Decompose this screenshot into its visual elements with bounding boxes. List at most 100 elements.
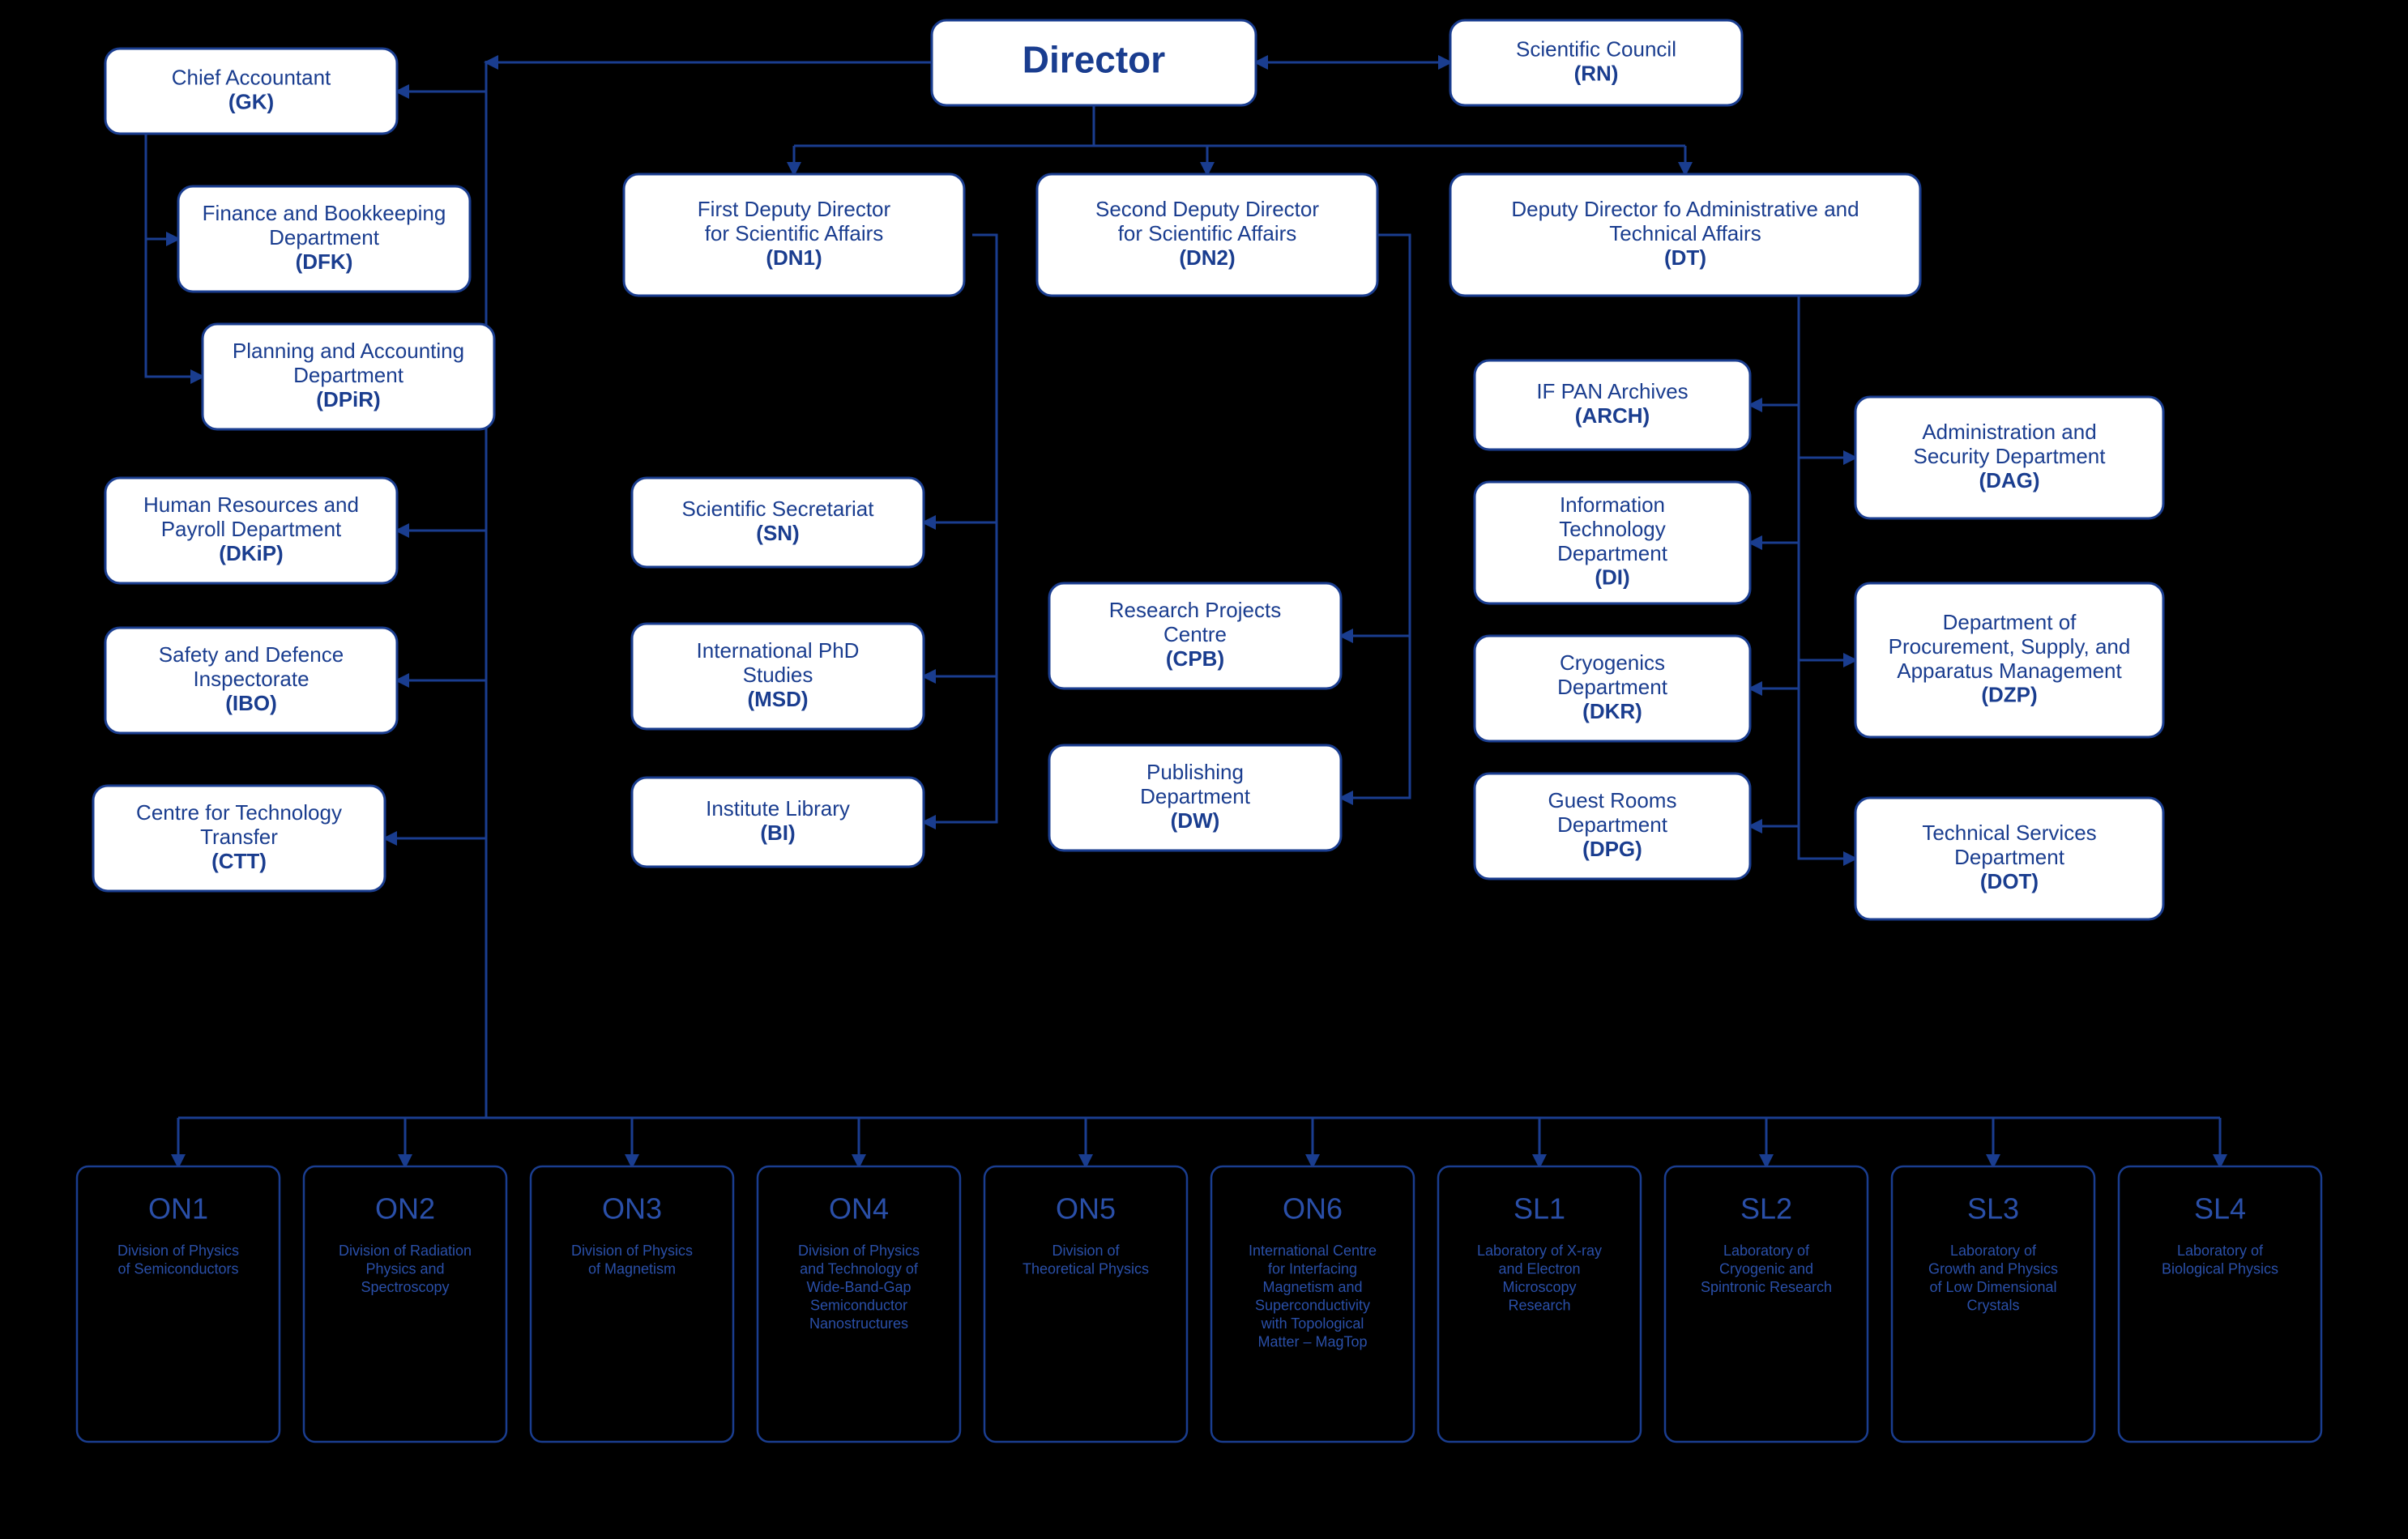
node-code: (DZP) <box>1981 683 2037 707</box>
dark-node-title: Microscopy <box>1502 1279 1576 1295</box>
node-title: First Deputy Director <box>698 197 891 221</box>
node-title: Transfer <box>200 825 278 849</box>
dark-node-on6: ON6 International Centrefor Interfacing Ma… <box>1211 1166 1414 1442</box>
dark-node-title: Physics and <box>365 1260 444 1277</box>
edge <box>385 680 486 838</box>
node-title: Planning and Accounting <box>233 339 464 363</box>
node-title: Department <box>269 225 380 249</box>
node-dkr: CryogenicsDepartment(DKR) <box>1475 636 1750 741</box>
dark-node-code: ON4 <box>829 1192 889 1226</box>
node-title: Information <box>1560 492 1665 517</box>
node-title: Technical Services <box>1922 821 2096 845</box>
dark-node-sl1: SL1Laboratory of X-rayand ElectronMicros… <box>1438 1166 1641 1442</box>
dark-node-title: Nanostructures <box>809 1315 908 1332</box>
dark-node-sl2: SL2Laboratory ofCryogenic andSpintronic … <box>1665 1166 1868 1442</box>
dark-node-title: Spintronic Research <box>1701 1279 1832 1295</box>
node-title: for Scientific Affairs <box>705 221 884 245</box>
node-dag: Administration andSecurity Department(DA… <box>1855 397 2163 518</box>
dark-node-title: Laboratory of X-ray <box>1477 1243 1602 1259</box>
node-bi: Institute Library(BI) <box>632 778 924 867</box>
dark-node-code: ON2 <box>375 1192 435 1226</box>
dark-node-title: Laboratory of <box>1723 1243 1810 1259</box>
node-cpb: Research ProjectsCentre(CPB) <box>1049 583 1341 688</box>
node-title: Department <box>1954 845 2065 869</box>
node-title: Finance and Bookkeeping <box>203 201 446 225</box>
node-title: Payroll Department <box>161 517 342 541</box>
dark-node-title: Division of Physics <box>571 1243 693 1259</box>
dark-node-title: for Interfacing <box>1268 1260 1357 1277</box>
dark-node-title: of Semiconductors <box>117 1260 238 1277</box>
dark-node-on2: ON2Division of RadiationPhysics andSpect… <box>304 1166 506 1442</box>
dark-node-code: SL3 <box>1967 1192 2019 1226</box>
node-code: (SN) <box>756 521 799 545</box>
dark-node-code: ON6 <box>1283 1192 1343 1226</box>
node-code: (DPG) <box>1582 837 1642 861</box>
node-title: Human Resources and <box>143 492 359 517</box>
node-dw: PublishingDepartment(DW) <box>1049 745 1341 850</box>
dark-node-code: ON5 <box>1056 1192 1116 1226</box>
dark-node-on5: ON5Division ofTheoretical Physics <box>984 1166 1187 1442</box>
dark-node-on1: ON1 Division of Physicsof Semiconductors <box>77 1166 280 1442</box>
node-title: Technical Affairs <box>1609 221 1761 245</box>
node-dfk: Finance and BookkeepingDepartment(DFK) <box>178 186 470 292</box>
node-code: (BI) <box>760 821 795 845</box>
dark-node-title: of Low Dimensional <box>1929 1279 2056 1295</box>
node-dot: Technical ServicesDepartment(DOT) <box>1855 798 2163 919</box>
edge <box>397 92 486 531</box>
node-title: Studies <box>743 663 813 687</box>
edge <box>1750 688 1799 826</box>
node-code: (RN) <box>1574 61 1619 85</box>
node-title: Department <box>1557 812 1668 837</box>
node-code: (CPB) <box>1166 646 1224 671</box>
node-title: Centre for Technology <box>136 800 342 825</box>
node-title: Guest Rooms <box>1548 788 1677 812</box>
node-rn: Scientific Council(RN) <box>1450 20 1742 105</box>
dark-node-title: Growth and Physics <box>1928 1260 2058 1277</box>
dark-node-title: International Centre <box>1249 1243 1377 1259</box>
dark-node-title: Magnetism and <box>1262 1279 1362 1295</box>
dark-node-title: Superconductivity <box>1255 1297 1370 1313</box>
node-title: Administration and <box>1922 420 2096 444</box>
node-dn1: First Deputy Directorfor Scientific Affa… <box>624 174 964 296</box>
node-code: (DT) <box>1664 245 1706 270</box>
node-code: (ARCH) <box>1575 403 1650 428</box>
node-title: Second Deputy Director <box>1095 197 1319 221</box>
node-dkip: Human Resources andPayroll Department(DK… <box>105 478 397 583</box>
dark-node-title: Division of Physics <box>798 1243 920 1259</box>
node-di: InformationTechnologyDepartment(DI) <box>1475 482 1750 603</box>
node-ctt: Centre for TechnologyTransfer(CTT) <box>93 786 385 891</box>
node-code: (DKiP) <box>219 541 283 565</box>
node-dt: Deputy Director fo Administrative andTec… <box>1450 174 1920 296</box>
node-title: Procurement, Supply, and <box>1889 634 2131 659</box>
dark-node-code: ON1 <box>148 1192 208 1226</box>
dark-node-title: Matter – MagTop <box>1257 1333 1367 1349</box>
dark-node-code: SL4 <box>2194 1192 2246 1226</box>
node-msd: International PhDStudies(MSD) <box>632 624 924 729</box>
node-title: Security Department <box>1914 444 2107 468</box>
node-code: (GK) <box>228 89 274 113</box>
node-title: Research Projects <box>1109 598 1281 622</box>
node-title: Centre <box>1163 622 1227 646</box>
node-code: (DOT) <box>1980 869 2039 893</box>
dark-node-code: ON3 <box>602 1192 662 1226</box>
dark-node-title: Theoretical Physics <box>1023 1260 1149 1277</box>
node-dpir: Planning and AccountingDepartment(DPiR) <box>203 324 494 429</box>
node-title: Chief Accountant <box>172 65 331 89</box>
edge <box>924 522 997 676</box>
dark-node-title: Research <box>1508 1297 1570 1313</box>
node-code: (DI) <box>1595 565 1629 590</box>
node-code: (DFK) <box>296 249 353 274</box>
dark-node-title: Wide-Band-Gap <box>806 1279 911 1295</box>
edge <box>1341 636 1410 798</box>
dark-node-title: and Technology of <box>800 1260 919 1277</box>
node-code: (MSD) <box>747 687 808 711</box>
edge <box>146 134 178 239</box>
dark-node-title: Division of Physics <box>117 1243 239 1259</box>
node-title: Safety and Defence <box>159 642 344 667</box>
node-title: IF PAN Archives <box>1536 379 1688 403</box>
dark-node-title: with Topological <box>1261 1315 1364 1332</box>
dark-node-sl4: SL4Laboratory ofBiological Physics <box>2119 1166 2321 1442</box>
node-dn2: Second Deputy Directorfor Scientific Aff… <box>1037 174 1377 296</box>
edge <box>1750 405 1799 543</box>
node-code: (DW) <box>1171 808 1220 833</box>
